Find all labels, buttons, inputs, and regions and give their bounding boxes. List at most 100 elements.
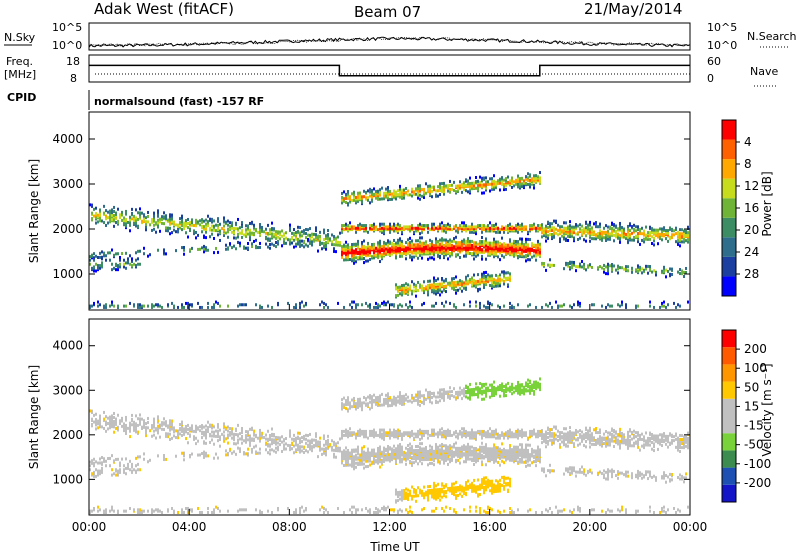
velocity-cell	[227, 509, 229, 513]
power-cell	[277, 242, 279, 246]
power-cell	[609, 225, 611, 229]
velocity-cell	[169, 438, 171, 442]
velocity-cell	[283, 443, 285, 447]
power-cell	[169, 217, 171, 221]
velocity-cell	[267, 451, 269, 455]
power-cell	[431, 195, 433, 199]
power-cell	[637, 264, 639, 268]
velocity-cell	[169, 427, 171, 431]
power-cell	[681, 269, 683, 273]
power-cell	[435, 248, 437, 252]
power-cell	[131, 207, 133, 211]
power-cell	[265, 235, 267, 239]
velocity-cell	[371, 404, 373, 408]
power-cell	[479, 304, 481, 308]
power-cell	[245, 228, 247, 232]
power-cell	[163, 251, 165, 255]
velocity-cell	[205, 428, 207, 432]
power-cell	[425, 182, 427, 186]
power-cell	[357, 242, 359, 246]
power-cell	[499, 188, 501, 192]
velocity-cell	[407, 443, 409, 447]
velocity-cell	[405, 446, 407, 450]
velocity-cell	[95, 468, 97, 472]
power-cell	[671, 267, 673, 271]
velocity-cell	[409, 449, 411, 453]
power-cell	[667, 303, 669, 307]
power-cell	[627, 269, 629, 273]
power-cell	[489, 252, 491, 256]
power-cell	[243, 303, 245, 307]
power-cell	[363, 224, 365, 228]
power-cell	[93, 265, 95, 269]
velocity-cell	[355, 461, 357, 465]
velocity-cell	[191, 452, 193, 456]
power-cell	[281, 234, 283, 238]
velocity-cell	[165, 432, 167, 436]
power-cell	[463, 221, 465, 225]
power-cell	[95, 221, 97, 225]
power-cell	[483, 249, 485, 253]
power-cell	[399, 244, 401, 248]
power-cell	[93, 214, 95, 218]
power-cell	[265, 231, 267, 235]
power-cell	[111, 208, 113, 212]
power-cell	[405, 186, 407, 190]
power-cell	[137, 224, 139, 228]
power-cell	[183, 221, 185, 225]
power-cell	[315, 233, 317, 237]
velocity-cell	[303, 450, 305, 454]
power-cell	[593, 230, 595, 234]
velocity-cell	[393, 508, 395, 512]
power-cell	[371, 224, 373, 228]
power-cell	[577, 303, 579, 307]
power-cell	[439, 246, 441, 250]
power-cell	[371, 188, 373, 192]
velocity-cell	[135, 469, 137, 473]
power-cell	[427, 279, 429, 283]
power-cell	[523, 184, 525, 188]
colorbar-swatch	[722, 120, 736, 140]
power-cell	[181, 246, 183, 250]
velocity-cell	[241, 437, 243, 441]
power-cell	[493, 240, 495, 244]
power-cell	[429, 184, 431, 188]
velocity-cell	[123, 468, 125, 472]
power-cell	[217, 250, 219, 254]
velocity-cell	[133, 508, 135, 512]
power-cell	[429, 187, 431, 191]
power-cell	[333, 249, 335, 253]
velocity-cell	[369, 463, 371, 467]
power-cell	[573, 260, 575, 264]
power-cell	[241, 221, 243, 225]
colorbar-tick-label: 20	[744, 223, 759, 237]
velocity-cell	[353, 464, 355, 468]
velocity-cell	[395, 451, 397, 455]
power-cell	[105, 254, 107, 258]
velocity-cell	[373, 448, 375, 452]
power-cell	[521, 222, 523, 226]
power-cell	[195, 230, 197, 234]
power-cell	[251, 231, 253, 235]
power-cell	[327, 229, 329, 233]
velocity-cell	[377, 460, 379, 464]
power-cell	[669, 235, 671, 239]
power-cell	[383, 197, 385, 201]
power-cell	[91, 253, 93, 257]
power-cell	[601, 304, 603, 308]
velocity-cell	[395, 460, 397, 464]
velocity-cell	[325, 439, 327, 443]
power-cell	[319, 237, 321, 241]
power-cell	[665, 268, 667, 272]
power-cell	[471, 222, 473, 226]
power-cell	[645, 233, 647, 237]
power-cell	[499, 230, 501, 234]
velocity-cell	[337, 446, 339, 450]
velocity-cell	[147, 509, 149, 513]
power-cell	[603, 226, 605, 230]
power-cell	[601, 238, 603, 242]
velocity-cell	[407, 495, 409, 499]
power-cell	[663, 232, 665, 236]
